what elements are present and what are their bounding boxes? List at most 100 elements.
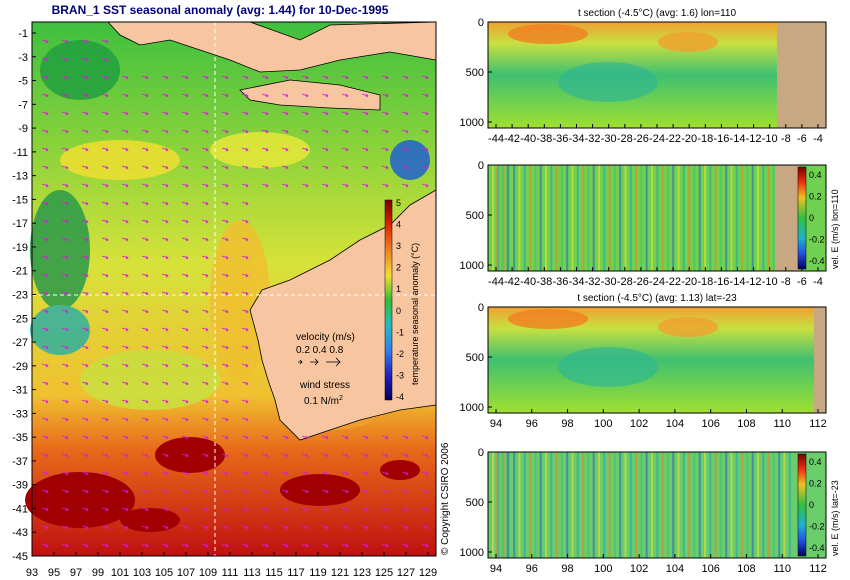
- velocity-stripe: [582, 452, 585, 558]
- velocity-arrow: [101, 417, 109, 422]
- velocity-arrow: [261, 183, 269, 188]
- velocity-arrow: [341, 435, 349, 440]
- x-tick-label: -10: [762, 276, 778, 288]
- velocity-colorbar-label: vel. E (m/s) lon=110: [830, 189, 840, 269]
- velocity-arrow: [241, 237, 249, 242]
- velocity-arrow: [201, 165, 209, 170]
- velocity-arrow: [281, 453, 289, 458]
- velocity-arrow: [121, 453, 129, 458]
- velocity-stripe: [677, 452, 680, 558]
- hot-anomaly-patches: [25, 437, 420, 532]
- velocity-arrow: [81, 273, 89, 278]
- velocity-stripe: [661, 452, 664, 558]
- y-tick-label: 0: [478, 302, 484, 314]
- lat-label: -3: [18, 52, 28, 64]
- y-tick-label: 0: [478, 17, 484, 29]
- velocity-stripe: [672, 452, 675, 558]
- section-panel: t section (-4.5°C) (avg: 1.6) lon=110 0 50…: [460, 8, 827, 145]
- velocity-arrow: [221, 381, 229, 386]
- velocity-stripe: [741, 452, 744, 558]
- velocity-arrow: [281, 165, 289, 170]
- velocity-arrow: [361, 525, 369, 530]
- lon-label: 109: [199, 567, 217, 579]
- velocity-arrow: [421, 147, 429, 152]
- velocity-stripe: [757, 165, 759, 271]
- velocity-arrow: [341, 489, 349, 494]
- velocity-arrow: [301, 471, 309, 476]
- velocity-arrow: [101, 273, 109, 278]
- velocity-colorbar-tick: -0.2: [809, 522, 825, 532]
- velocity-arrow: [301, 129, 309, 134]
- velocity-arrow: [301, 525, 309, 530]
- velocity-arrow: [341, 183, 349, 188]
- x-tick-label: 96: [526, 418, 538, 430]
- velocity-arrow: [181, 381, 189, 386]
- velocity-stripe: [772, 165, 775, 271]
- velocity-arrow: [241, 507, 249, 512]
- velocity-arrow: [361, 75, 369, 80]
- velocity-arrow: [221, 489, 229, 494]
- velocity-arrow: [161, 489, 169, 494]
- lon-label: 117: [287, 567, 305, 579]
- velocity-arrow: [161, 165, 169, 170]
- velocity-stripe: [741, 165, 744, 271]
- x-tick-label: -24: [649, 276, 665, 288]
- velocity-arrow: [41, 129, 49, 134]
- velocity-arrow: [221, 363, 229, 368]
- velocity-stripe: [518, 452, 521, 558]
- velocity-arrow: [121, 111, 129, 116]
- velocity-arrow: [181, 255, 189, 260]
- land-mask: [777, 22, 826, 128]
- x-tick-label: -28: [617, 133, 633, 145]
- velocity-arrow: [181, 309, 189, 314]
- lon-label: 103: [133, 567, 151, 579]
- velocity-arrow: [421, 93, 429, 98]
- velocity-arrow: [221, 129, 229, 134]
- velocity-stripe: [725, 165, 728, 271]
- velocity-stripe: [613, 452, 616, 558]
- velocity-stripe: [645, 165, 648, 271]
- velocity-arrow: [241, 345, 249, 350]
- velocity-arrow: [201, 291, 209, 296]
- velocity-arrow: [181, 453, 189, 458]
- velocity-arrow: [41, 273, 49, 278]
- lat-label: -39: [12, 480, 28, 492]
- velocity-arrow: [181, 129, 189, 134]
- velocity-arrow: [101, 57, 109, 62]
- velocity-arrow: [61, 183, 69, 188]
- velocity-stripe: [513, 452, 516, 558]
- velocity-arrow: [241, 399, 249, 404]
- longitude-labels: 93 95 97 99 101 103 105 107 109 111 113 115 117 119 12…: [26, 552, 437, 579]
- velocity-stripe: [608, 452, 611, 558]
- warm-patch: [658, 317, 718, 337]
- velocity-arrow: [241, 489, 249, 494]
- velocity-arrow: [81, 39, 89, 44]
- velocity-arrow: [221, 93, 229, 98]
- velocity-arrow: [241, 435, 249, 440]
- x-tick-label: 104: [666, 563, 684, 575]
- velocity-arrow: [81, 453, 89, 458]
- velocity-stripe: [635, 452, 638, 558]
- x-tick-label: -22: [665, 276, 681, 288]
- velocity-arrow: [421, 111, 429, 116]
- velocity-arrow: [101, 345, 109, 350]
- x-tick-label: -6: [797, 133, 807, 145]
- velocity-arrow: [121, 417, 129, 422]
- velocity-arrow: [261, 111, 269, 116]
- velocity-arrow: [141, 327, 149, 332]
- velocity-arrow: [41, 165, 49, 170]
- velocity-arrow: [41, 237, 49, 242]
- velocity-arrow: [241, 453, 249, 458]
- velocity-arrow: [241, 201, 249, 206]
- lon-label: 115: [265, 567, 283, 579]
- velocity-arrow: [221, 435, 229, 440]
- velocity-arrow: [101, 165, 109, 170]
- velocity-arrow: [161, 453, 169, 458]
- velocity-stripe: [492, 452, 494, 558]
- velocity-stripe: [629, 165, 632, 271]
- velocity-colorbar: [797, 166, 807, 270]
- velocity-arrow: [361, 453, 369, 458]
- cool-patch: [558, 347, 658, 387]
- velocity-stripe: [682, 165, 685, 271]
- velocity-arrow: [41, 471, 49, 476]
